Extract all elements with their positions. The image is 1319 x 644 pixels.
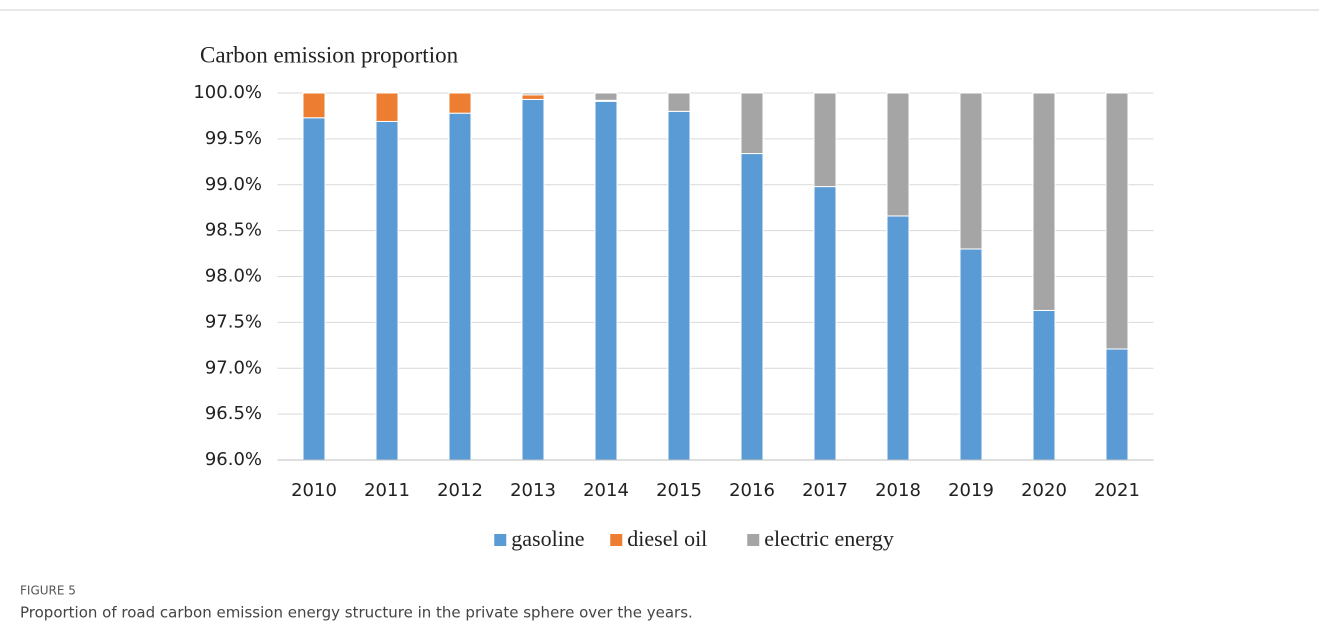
bar-segment (521, 94, 545, 100)
y-tick-label: 98.5% (205, 220, 262, 241)
x-tick-label: 2017 (802, 480, 848, 501)
bar-segment (813, 186, 837, 461)
y-tick-label: 99.5% (205, 128, 262, 149)
x-tick-label: 2021 (1094, 480, 1140, 501)
bar-segment (302, 117, 326, 461)
y-tick-label: 97.0% (205, 357, 262, 378)
x-tick-label: 2015 (656, 480, 702, 501)
bar-segment (302, 92, 326, 119)
bar-segment (886, 215, 910, 461)
y-tick-label: 96.5% (205, 403, 262, 424)
legend-swatch (494, 534, 507, 546)
figure-label: FIGURE 5 (20, 584, 76, 598)
bar-segment (521, 92, 545, 96)
y-tick-label: 98.0% (205, 266, 262, 287)
y-tick-label: 96.0% (205, 449, 262, 470)
bar-segment (667, 92, 691, 112)
figure-caption: Proportion of road carbon emission energ… (20, 604, 693, 622)
bar-segment (1105, 92, 1129, 350)
bar-segment (959, 92, 983, 250)
bar-segment (521, 98, 545, 461)
y-tick-label: 97.5% (205, 311, 262, 332)
bar-segment (813, 92, 837, 188)
bar-segment (959, 248, 983, 461)
legend-swatch (747, 534, 760, 546)
bar-segment (594, 100, 618, 461)
chart-title: Carbon emission proportion (200, 42, 459, 67)
legend-label: electric energy (764, 526, 894, 551)
bar-segment (594, 92, 618, 101)
bar-segment (740, 92, 764, 155)
bar-segment (1032, 92, 1056, 311)
x-tick-label: 2020 (1021, 480, 1067, 501)
plot: 96.0% 96.5% 97.0% 97.5% 98.0% 98.5% 99.0% 99.5%… (193, 82, 1154, 551)
bar-segment (448, 112, 472, 461)
x-tick-label: 2016 (729, 480, 775, 501)
x-tick-label: 2012 (437, 480, 483, 501)
x-tick-label: 2011 (364, 480, 410, 501)
x-tick-label: 2010 (291, 480, 337, 501)
bar-segment (1032, 309, 1056, 461)
bar-segment (740, 153, 764, 461)
x-tick-label: 2014 (583, 480, 629, 501)
x-tick-label: 2018 (875, 480, 921, 501)
bar-segment (375, 92, 399, 122)
bar-segment (667, 110, 691, 461)
y-tick-label: 100.0% (193, 82, 262, 103)
bar-segment (375, 120, 399, 461)
bar-segment (448, 92, 472, 114)
bar-segment (886, 92, 910, 217)
y-tick-label: 99.0% (205, 174, 262, 195)
legend-label: diesel oil (627, 526, 707, 551)
legend-swatch (610, 534, 623, 546)
legend-label: gasoline (511, 526, 584, 551)
bar-segment (1105, 348, 1129, 461)
x-tick-label: 2013 (510, 480, 556, 501)
x-tick-label: 2019 (948, 480, 994, 501)
